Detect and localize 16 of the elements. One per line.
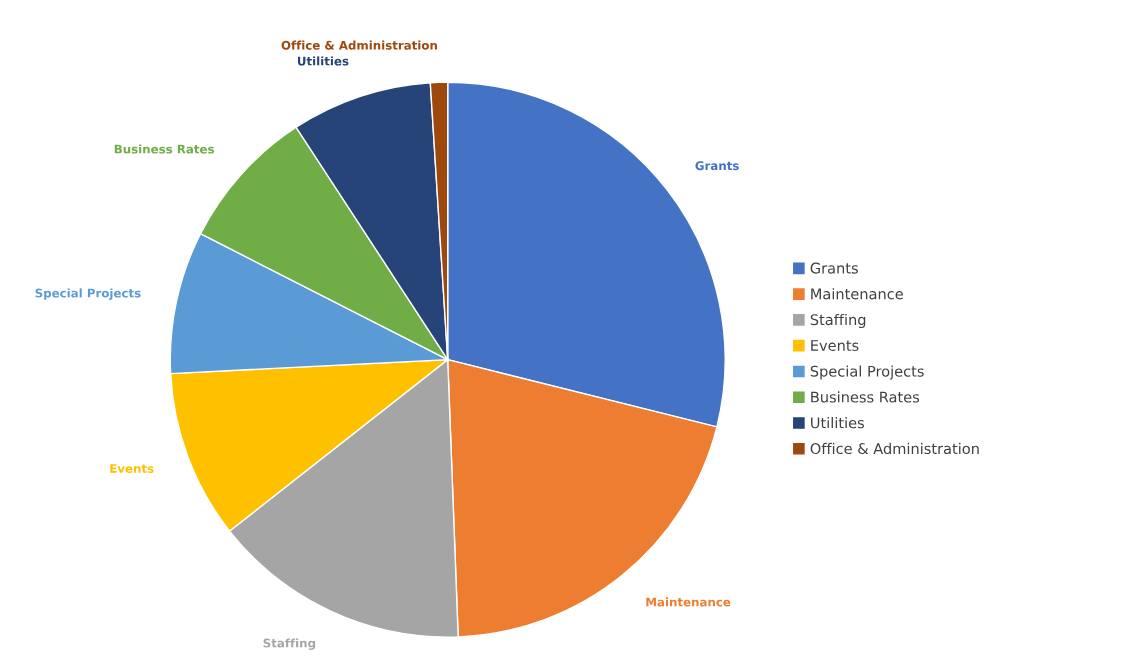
slice-label: Staffing [263, 638, 316, 650]
slice-label: Maintenance [646, 597, 731, 607]
legend-label: Events [811, 340, 859, 351]
legend-label: Maintenance [811, 288, 903, 300]
legend-label: Office & Administration [810, 442, 979, 455]
legend-label: Business Rates [811, 391, 920, 403]
legend-label: Grants [810, 262, 858, 274]
legend-label: Utilities [811, 417, 864, 429]
slice-label: Business Rates [114, 144, 214, 154]
slice-label: Events [110, 464, 154, 473]
slice-label: Special Projects [35, 288, 141, 300]
slice-label: Office & Administration [281, 40, 437, 50]
slice-label: Grants [695, 161, 739, 171]
slice-label: Utilities [297, 56, 349, 66]
legend-label: Special Projects [810, 365, 924, 380]
legend-label: Staffing [810, 313, 866, 329]
